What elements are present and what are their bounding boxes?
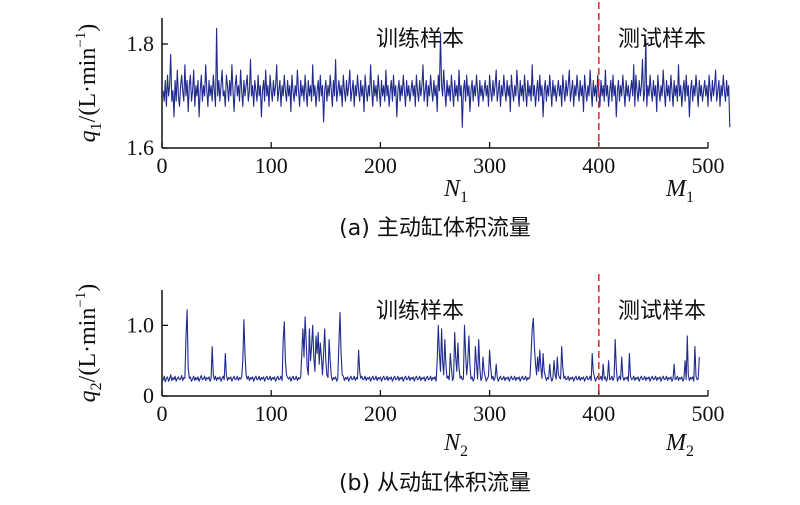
panel-caption: (a) 主动缸体积流量 <box>339 216 531 241</box>
n-label: N1 <box>443 176 468 206</box>
y-tick-label: 1.6 <box>127 135 155 160</box>
x-tick-label: 500 <box>692 153 725 178</box>
y-axis-title-sup: −1 <box>73 32 89 48</box>
m-label-var: M <box>665 430 688 456</box>
x-tick-label: 300 <box>473 153 506 178</box>
test-sample-label: 测试样本 <box>618 299 706 324</box>
y-axis-title: q1/(L·min−1) <box>73 24 105 143</box>
y-axis-title-var: q <box>75 130 101 142</box>
y-axis-title-sup: −1 <box>73 292 89 308</box>
n-label-var: N <box>443 176 462 202</box>
x-tick-label: 200 <box>364 401 397 426</box>
series-line <box>162 27 731 128</box>
y-tick-label: 1.0 <box>127 312 155 337</box>
x-tick-label: 200 <box>364 153 397 178</box>
test-sample-label: 测试样本 <box>618 27 706 52</box>
m-label: M1 <box>665 176 694 206</box>
x-tick-label: 500 <box>692 401 725 426</box>
y-axis-title-sub: 2 <box>88 382 105 390</box>
y-tick-label: 1.8 <box>127 31 155 56</box>
x-tick-label: 0 <box>157 153 168 178</box>
n-label-sub: 1 <box>460 189 468 206</box>
y-axis-title: q2/(L·min−1) <box>73 284 105 403</box>
y-axis-title-close: ) <box>75 284 101 292</box>
series-line <box>162 309 700 383</box>
x-tick-label: 100 <box>255 401 288 426</box>
m-label-sub: 2 <box>686 443 694 460</box>
x-tick-label: 100 <box>255 153 288 178</box>
train-sample-label: 训练样本 <box>376 299 464 324</box>
x-tick-label: 400 <box>582 401 615 426</box>
n-label: N2 <box>443 430 468 460</box>
n-label-sub: 2 <box>460 443 468 460</box>
y-axis-title-unit: /(L·min <box>75 48 101 123</box>
y-axis-title-sub: 1 <box>88 122 105 130</box>
x-tick-label: 0 <box>157 401 168 426</box>
m-label-sub: 1 <box>686 189 694 206</box>
x-tick-label: 400 <box>582 153 615 178</box>
m-label-var: M <box>665 176 688 202</box>
train-sample-label: 训练样本 <box>376 27 464 52</box>
y-axis-title-close: ) <box>75 24 101 32</box>
y-tick-label: 0 <box>143 383 154 408</box>
y-axis-title-unit: /(L·min <box>75 308 101 383</box>
y-axis-title-var: q <box>75 390 101 402</box>
n-label-var: N <box>443 430 462 456</box>
x-tick-label: 300 <box>473 401 506 426</box>
m-label: M2 <box>665 430 694 460</box>
panel-caption: (b) 从动缸体积流量 <box>339 471 531 496</box>
